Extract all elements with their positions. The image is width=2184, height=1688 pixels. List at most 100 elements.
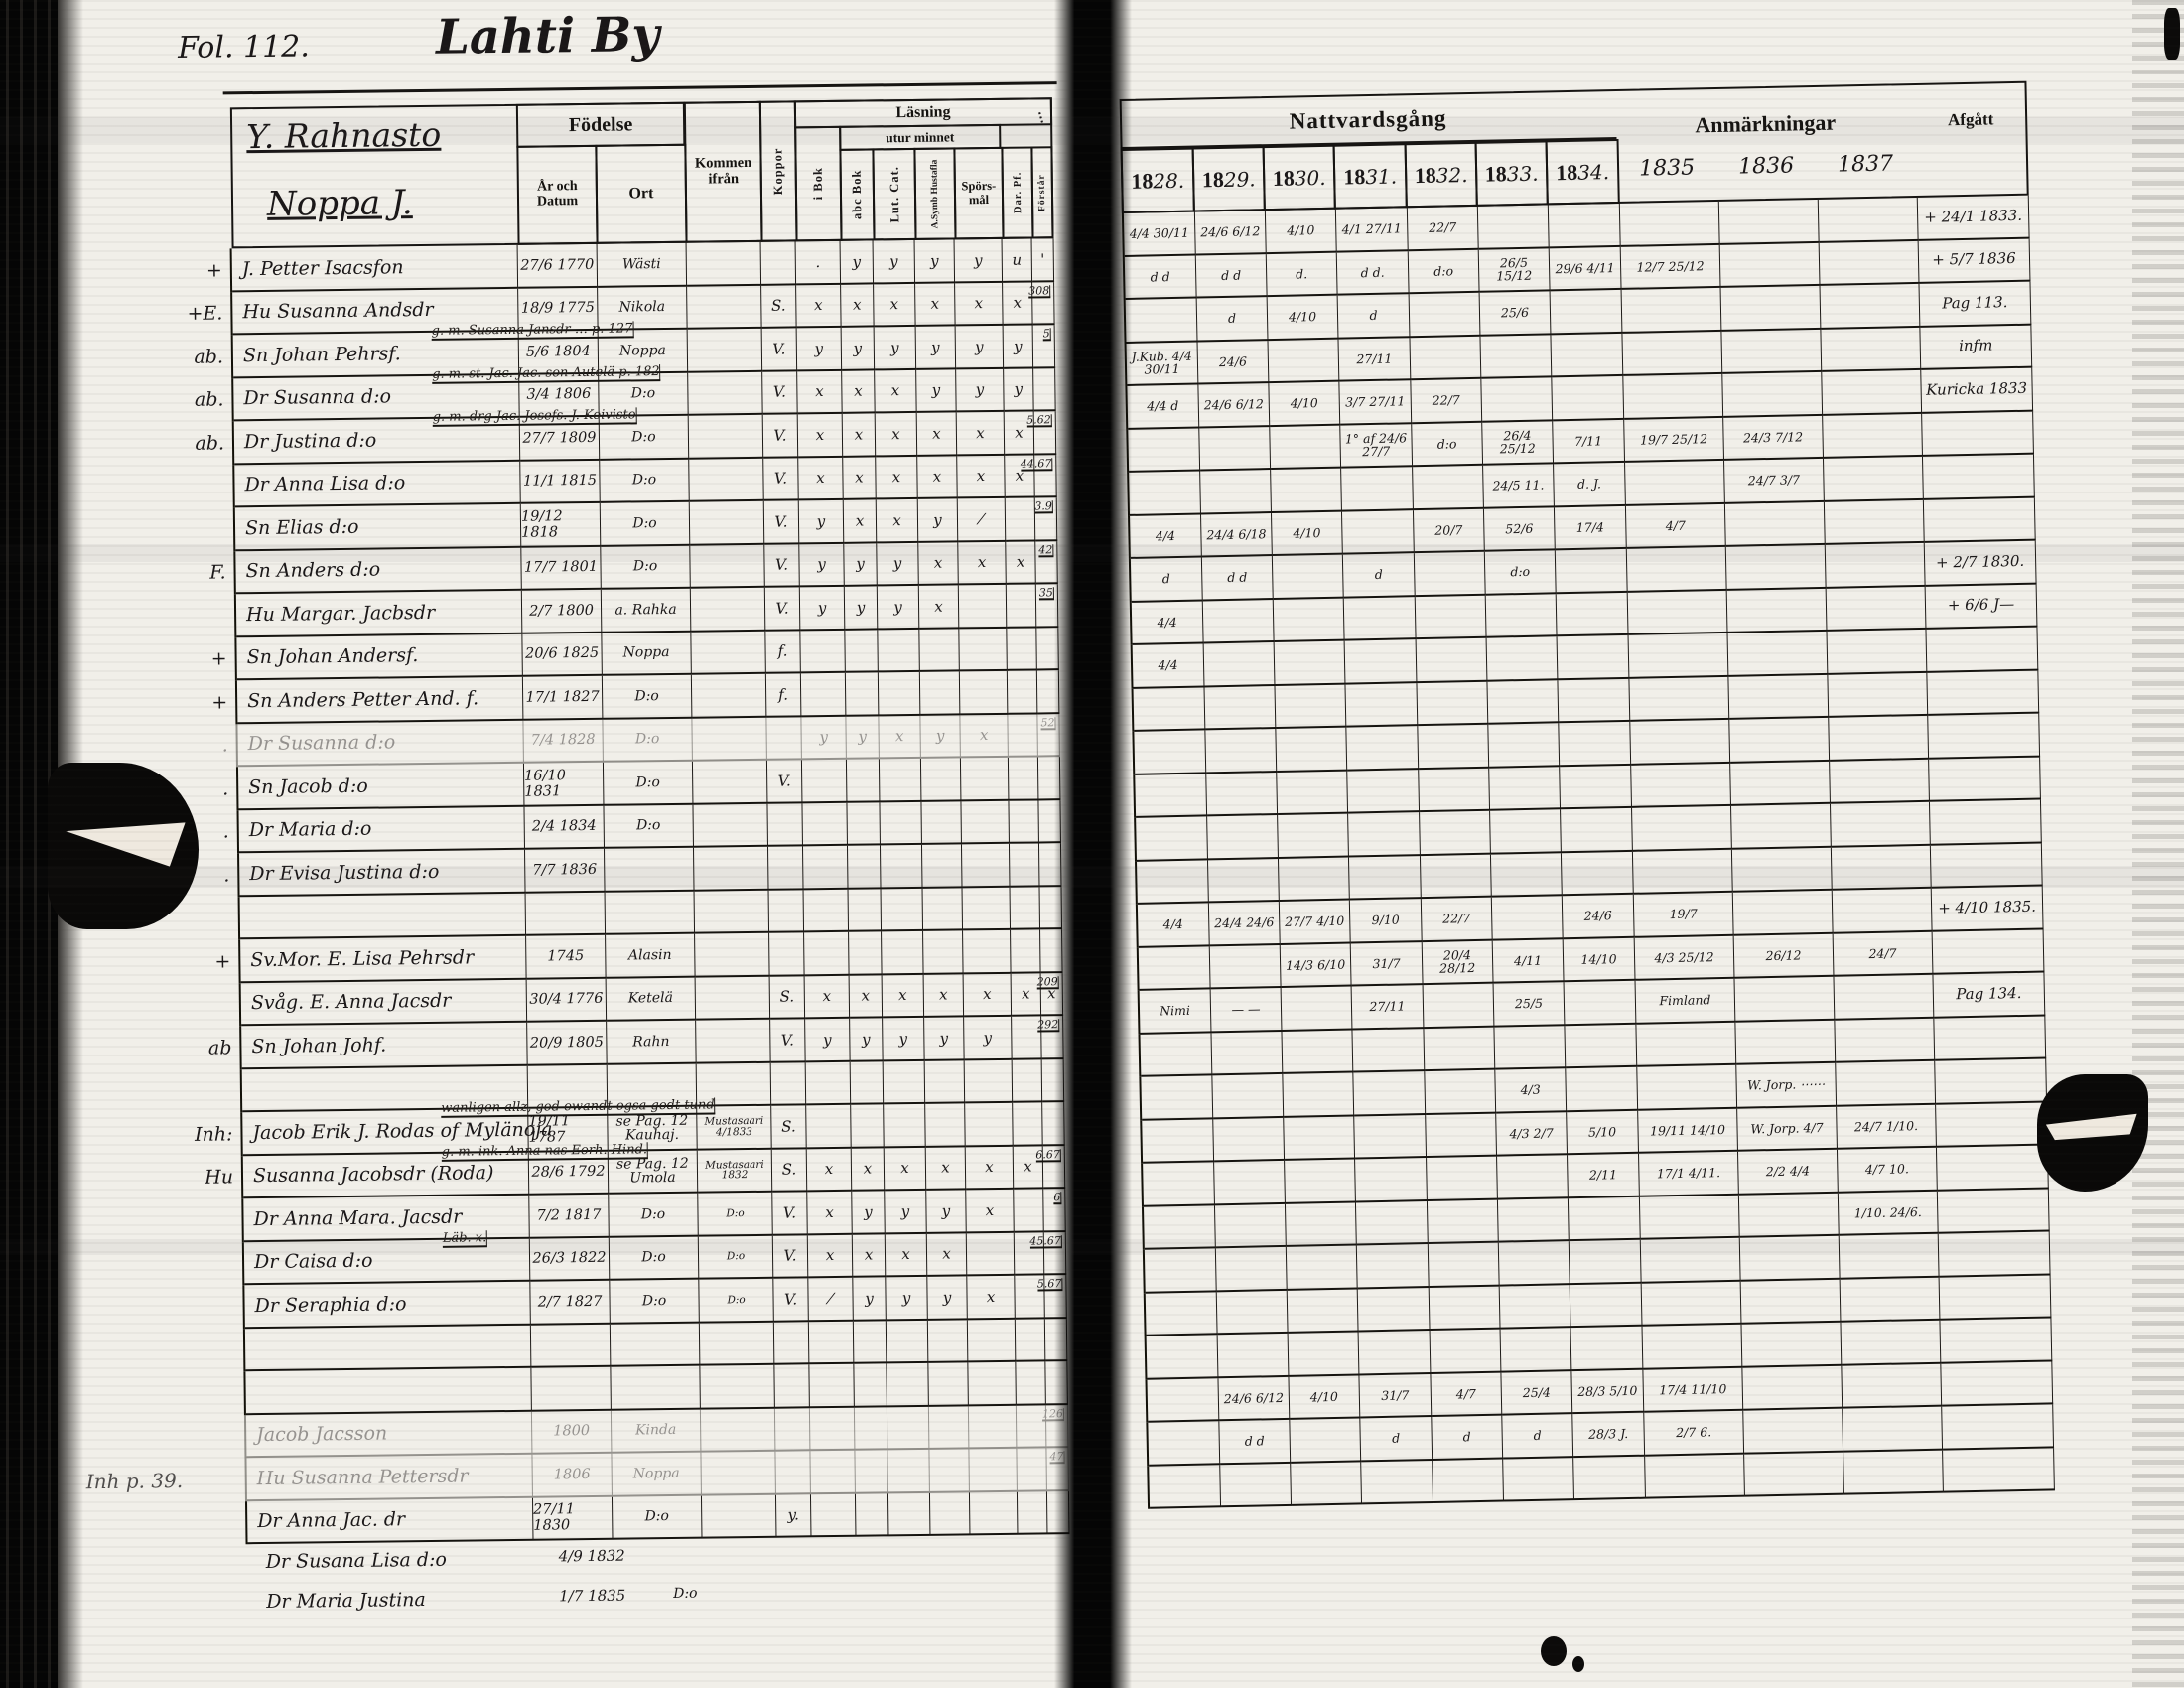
communion-date-cell [1568,1196,1641,1242]
afgatt-cell [1923,497,2036,543]
communion-date-cell [1129,471,1202,516]
communion-date-cell [1423,983,1495,1029]
communion-date-cell [1285,1159,1356,1204]
communion-date-cell: W. Jorp. 4/7 [1737,1106,1838,1152]
communion-date-cell: d [1342,553,1416,599]
communion-date-cell [1558,678,1631,724]
afgatt-cell [1922,454,2035,500]
communion-date-cell [1274,640,1346,686]
communion-date-cell [1619,201,1720,247]
communion-date-cell [1355,1158,1428,1202]
communion-date-cell [1216,1290,1289,1336]
communion-date-cell [1834,974,1935,1021]
communion-date-cell [1820,283,1921,330]
afgatt-cell [1936,1101,2048,1148]
ink-blot [1541,1636,1567,1666]
communion-date-cell: 28/3 5/10 [1571,1369,1645,1415]
communion-date-cell: 25/6 [1479,291,1552,337]
communion-date-cell: 29/6 4/11 [1549,246,1622,292]
afgatt-cell: Pag 134. [1933,972,2046,1019]
communion-date-cell [1823,413,1923,459]
communion-date-cell [1358,1331,1432,1375]
communion-date-cell [1414,551,1486,597]
communion-date-cell [1830,759,1930,804]
communion-date-cell: d [1432,1415,1504,1461]
communion-date-cell [1356,1244,1430,1289]
communion-date-cell: 26/12 [1733,933,1835,979]
communion-date-cell: 31/7 [1359,1373,1433,1419]
communion-date-cell [1213,1117,1286,1163]
communion-date-cell [1559,721,1632,767]
communion-date-cell [1268,339,1340,384]
communion-date-cell [1271,468,1342,513]
afgatt-cell [1922,411,2034,457]
communion-date-cell [1827,629,1928,675]
communion-date-cell: d d [1195,253,1268,299]
communion-date-cell: 27/7 4/10 [1279,900,1351,945]
communion-date-cell [1125,298,1198,344]
ink-speck [2164,8,2180,60]
communion-date-cell: 1/10. 24/6. [1838,1191,1939,1236]
communion-date-cell: 25/4 [1501,1370,1573,1416]
communion-date-cell [1348,855,1422,901]
communion-date-cell [1491,896,1564,941]
communion-date-cell: 28/3 J. [1572,1412,1646,1458]
anm-year-label: 1837 [1837,151,1894,178]
communion-date-cell: 19/7 25/12 [1624,417,1725,463]
communion-date-cell [1287,1288,1359,1334]
communion-date-cell [1429,1286,1501,1332]
communion-date-cell [1490,809,1562,855]
communion-date-cell [1345,682,1419,728]
communion-date-cell [1731,847,1833,893]
communion-date-cell: 24/3 7/12 [1723,415,1825,461]
communion-date-cell [1427,1199,1499,1245]
communion-date-cell [1272,554,1344,600]
afgatt-cell [1936,1145,2049,1192]
anm-year-label: 1835 [1638,155,1696,182]
communion-date-cell [1486,636,1559,682]
communion-date-cell [1134,730,1207,775]
bookmark-left [48,763,199,929]
afgatt-cell [1929,799,2042,846]
communion-date-cell [1278,813,1349,859]
communion-date-cell [1573,1456,1646,1501]
communion-date-cell: 14/3 6/10 [1280,943,1352,988]
communion-date-cell [1721,329,1823,374]
communion-date-cell [1144,1248,1217,1294]
communion-date-cell [1205,729,1278,774]
communion-date-cell: 22/7 [1411,378,1483,424]
communion-date-cell [1143,1162,1215,1207]
communion-date-cell [1488,723,1561,769]
afgatt-cell [1940,1318,2053,1364]
communion-date-cell [1489,766,1562,811]
communion-date-cell [1494,1025,1567,1070]
communion-date-cell [1729,717,1831,764]
afgatt-cell [1928,713,2041,760]
communion-date-cell: 4/10 [1265,209,1337,254]
communion-date-cell [1276,727,1348,773]
communion-date-cell [1499,1284,1571,1330]
communion-date-cell: 9/10 [1349,899,1423,944]
communion-date-cell: 24/7 [1833,931,1934,977]
communion-date-cell: d [1360,1416,1433,1462]
communion-date-cell [1211,1031,1284,1076]
communion-date-cell [1142,1118,1215,1164]
col-header-afgatt: Afgått [1947,109,1994,130]
communion-date-cell: 22/7 [1407,206,1479,251]
communion-date-cell [1278,857,1350,902]
communion-date-cell: 4/3 25/12 [1634,935,1735,981]
communion-date-cell [1291,1461,1363,1506]
communion-date-cell: 24/6 6/12 [1198,383,1271,428]
communion-date-cell [1822,369,1923,416]
communion-date-cell: 26/5 15/12 [1478,247,1551,293]
communion-date-cell: W. Jorp. ⋯⋯ [1736,1062,1838,1109]
communion-date-cell [1570,1283,1643,1329]
communion-date-cell [1344,639,1418,685]
afgatt-cell [1937,1188,2050,1234]
communion-date-cell [1730,761,1831,806]
communion-date-cell: 17/4 11/10 [1643,1367,1744,1413]
communion-date-cell: 19/11 14/10 [1638,1108,1738,1154]
communion-date-cell [1824,499,1925,545]
communion-date-cell: 20/7 [1413,508,1485,554]
communion-date-cell [1727,631,1829,677]
